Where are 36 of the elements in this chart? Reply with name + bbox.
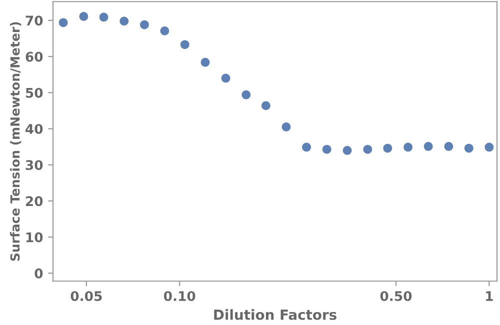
- y-tick-label: 30: [26, 160, 43, 170]
- point: [302, 142, 311, 152]
- point: [484, 142, 494, 152]
- point: [424, 142, 433, 151]
- y-tick-label: 40: [26, 124, 43, 134]
- y-tick-label: 60: [26, 52, 43, 62]
- point: [180, 40, 190, 50]
- x-tick-label: 1: [486, 291, 493, 301]
- point: [322, 144, 332, 154]
- point: [383, 144, 392, 153]
- point: [58, 18, 68, 28]
- y-tick-label: 20: [26, 196, 43, 206]
- x-axis-title: Dilution Factors: [214, 309, 336, 320]
- point: [120, 16, 129, 26]
- point: [261, 101, 270, 110]
- point: [464, 144, 474, 153]
- point: [99, 12, 108, 22]
- point: [242, 90, 251, 100]
- point: [221, 74, 230, 83]
- point: [444, 142, 454, 151]
- point: [282, 122, 291, 132]
- y-tick-label: 50: [26, 88, 43, 98]
- x-tick-label: 0.10: [164, 291, 196, 302]
- point: [79, 12, 88, 21]
- y-axis-title: Surface Tension (mNewton/Meter): [10, 22, 22, 261]
- x-tick-label: 0.50: [380, 291, 412, 302]
- y-tick-label: 70: [26, 16, 43, 26]
- point: [160, 26, 170, 36]
- x-tick-label: 0.05: [70, 291, 102, 302]
- point: [363, 144, 372, 154]
- point: [140, 20, 149, 30]
- y-tick-label: 10: [26, 232, 43, 242]
- point: [200, 58, 210, 67]
- point: [404, 142, 413, 152]
- y-tick-label: 0: [34, 268, 43, 278]
- point: [342, 146, 352, 155]
